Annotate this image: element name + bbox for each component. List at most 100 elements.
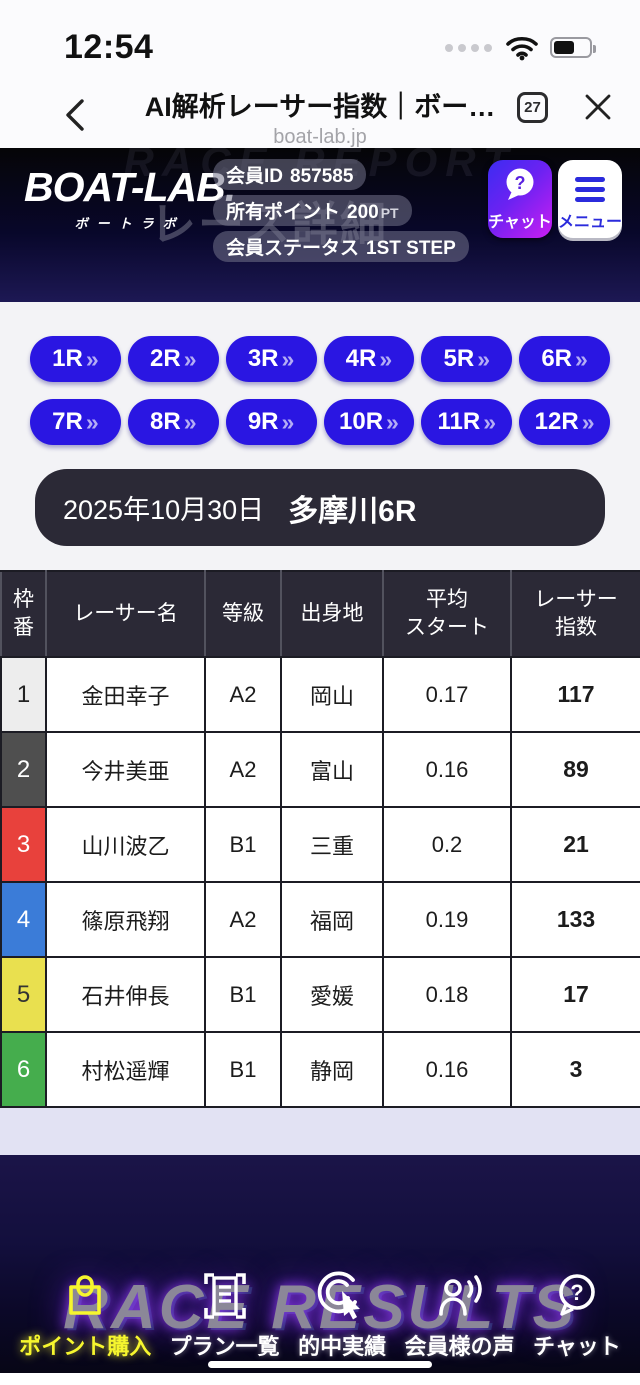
table-row: 1 金田幸子 A2 岡山 0.17 117: [0, 656, 640, 733]
member-points-chip: 所有ポイント 200 PT: [213, 195, 412, 226]
section-divider: [0, 1108, 640, 1155]
nav-item-plan-list[interactable]: プラン一覧: [170, 1270, 280, 1361]
race-button-11r[interactable]: 11R»: [421, 399, 513, 445]
page-url: boat-lab.jp: [273, 126, 367, 148]
col-header-avg-start: 平均 スタート: [382, 570, 512, 658]
plan-list-icon: [200, 1270, 250, 1322]
member-status-chip: 会員ステータス 1ST STEP: [213, 231, 469, 262]
status-bar: 12:54: [0, 0, 640, 85]
racer-origin: 三重: [280, 806, 384, 883]
hamburger-icon: [575, 177, 605, 202]
racer-origin: 富山: [280, 731, 384, 808]
racer-avg-start: 0.16: [382, 1031, 512, 1108]
racer-avg-start: 0.18: [382, 956, 512, 1033]
shopping-bag-icon: [60, 1270, 110, 1322]
racer-index: 21: [510, 806, 640, 883]
nav-item-member-voice[interactable]: 会員様の声: [405, 1270, 515, 1361]
clock: 12:54: [64, 28, 154, 66]
race-results-glow-text: RACE RESULTS: [63, 1273, 577, 1342]
chevron-right-icon: »: [575, 345, 588, 372]
browser-nav-bar: AI解析レーサー指数｜ボー… boat-lab.jp 27: [0, 85, 640, 148]
race-button-8r[interactable]: 8R»: [127, 399, 219, 445]
racer-name: 金田幸子: [45, 656, 206, 733]
racer-index: 3: [510, 1031, 640, 1108]
chevron-right-icon: »: [379, 345, 393, 372]
back-icon[interactable]: [58, 93, 92, 137]
racer-name: 篠原飛翔: [45, 881, 206, 958]
lane-number: 2: [0, 731, 47, 808]
col-header-lane: 枠 番: [0, 570, 47, 658]
race-button-1r[interactable]: 1R»: [30, 336, 121, 382]
menu-button[interactable]: メニュー: [558, 160, 622, 238]
svg-text:?: ?: [570, 1280, 583, 1305]
chat-button[interactable]: ? チャット: [488, 160, 552, 238]
home-indicator[interactable]: [208, 1361, 432, 1368]
wifi-icon: [506, 35, 538, 61]
racer-name: 村松遥輝: [45, 1031, 206, 1108]
racer-index: 133: [510, 881, 640, 958]
race-button-4r[interactable]: 4R»: [323, 336, 415, 382]
member-id-chip: 会員ID 857585: [213, 159, 367, 190]
site-header: RACE REPORT レース詳細 BOAT-LAB. ボートラボ 会員ID85…: [0, 148, 640, 302]
chevron-right-icon: »: [477, 345, 490, 372]
racer-grade: A2: [204, 656, 282, 733]
race-button-7r[interactable]: 7R»: [30, 399, 121, 445]
race-date: 2025年10月30日: [63, 495, 265, 525]
tab-count-button[interactable]: 27: [517, 92, 548, 123]
racer-name: 石井伸長: [45, 956, 206, 1033]
racer-avg-start: 0.2: [382, 806, 512, 883]
racer-avg-start: 0.17: [382, 656, 512, 733]
battery-icon: [550, 37, 596, 58]
cellular-signal-icon: [445, 43, 492, 52]
table-row: 4 篠原飛翔 A2 福岡 0.19 133: [0, 881, 640, 958]
race-button-12r[interactable]: 12R»: [519, 399, 610, 445]
question-bubble-icon: ?: [499, 164, 541, 206]
race-button-9r[interactable]: 9R»: [225, 399, 317, 445]
chevron-right-icon: »: [85, 345, 99, 372]
click-target-icon: [315, 1270, 369, 1322]
race-selector-section: 1R» 2R» 3R» 4R» 5R» 6R» 7R» 8R» 9R» 10R»…: [0, 302, 640, 570]
race-button-5r[interactable]: 5R»: [421, 336, 513, 382]
col-header-grade: 等級: [204, 570, 282, 658]
logo-subtext: ボートラボ: [74, 216, 185, 231]
table-header-row: 枠 番 レーサー名 等級 出身地 平均 スタート レーサー 指数: [0, 570, 640, 658]
race-button-2r[interactable]: 2R»: [127, 336, 219, 382]
chevron-right-icon: »: [183, 408, 197, 435]
member-voice-icon: [433, 1270, 487, 1322]
chevron-right-icon: »: [183, 345, 197, 372]
racer-grade: B1: [204, 806, 282, 883]
chevron-right-icon: »: [281, 408, 295, 435]
lane-number: 1: [0, 656, 47, 733]
racer-grade: B1: [204, 1031, 282, 1108]
lane-number: 4: [0, 881, 47, 958]
col-header-origin: 出身地: [280, 570, 384, 658]
boat-lab-logo[interactable]: BOAT-LAB. ボートラボ: [24, 164, 236, 232]
racer-name: 今井美亜: [45, 731, 206, 808]
racer-index: 89: [510, 731, 640, 808]
chevron-right-icon: »: [386, 408, 399, 435]
racer-name: 山川波乙: [45, 806, 206, 883]
racer-origin: 静岡: [280, 1031, 384, 1108]
close-icon[interactable]: [582, 91, 614, 123]
col-header-index: レーサー 指数: [510, 570, 640, 658]
race-button-10r[interactable]: 10R»: [323, 399, 415, 445]
chevron-right-icon: »: [581, 408, 595, 435]
nav-item-point-purchase[interactable]: ポイント購入: [19, 1270, 151, 1361]
table-row: 3 山川波乙 B1 三重 0.2 21: [0, 806, 640, 883]
race-button-6r[interactable]: 6R»: [519, 336, 610, 382]
race-button-3r[interactable]: 3R»: [225, 336, 317, 382]
lane-number: 5: [0, 956, 47, 1033]
race-button-grid: 1R» 2R» 3R» 4R» 5R» 6R» 7R» 8R» 9R» 10R»…: [0, 336, 640, 445]
racer-grade: B1: [204, 956, 282, 1033]
racer-avg-start: 0.19: [382, 881, 512, 958]
racer-grade: A2: [204, 731, 282, 808]
table-row: 5 石井伸長 B1 愛媛 0.18 17: [0, 956, 640, 1033]
nav-item-chat[interactable]: ? チャット: [533, 1270, 621, 1361]
chevron-right-icon: »: [85, 408, 99, 435]
racer-origin: 愛媛: [280, 956, 384, 1033]
member-info: 会員ID 857585 所有ポイント 200 PT 会員ステータス 1ST STEP: [213, 159, 469, 262]
status-icons: [445, 35, 596, 61]
logo-text: BOAT-LAB.: [24, 164, 236, 210]
chevron-right-icon: »: [483, 408, 496, 435]
nav-item-hit-results[interactable]: 的中実績: [298, 1270, 386, 1361]
